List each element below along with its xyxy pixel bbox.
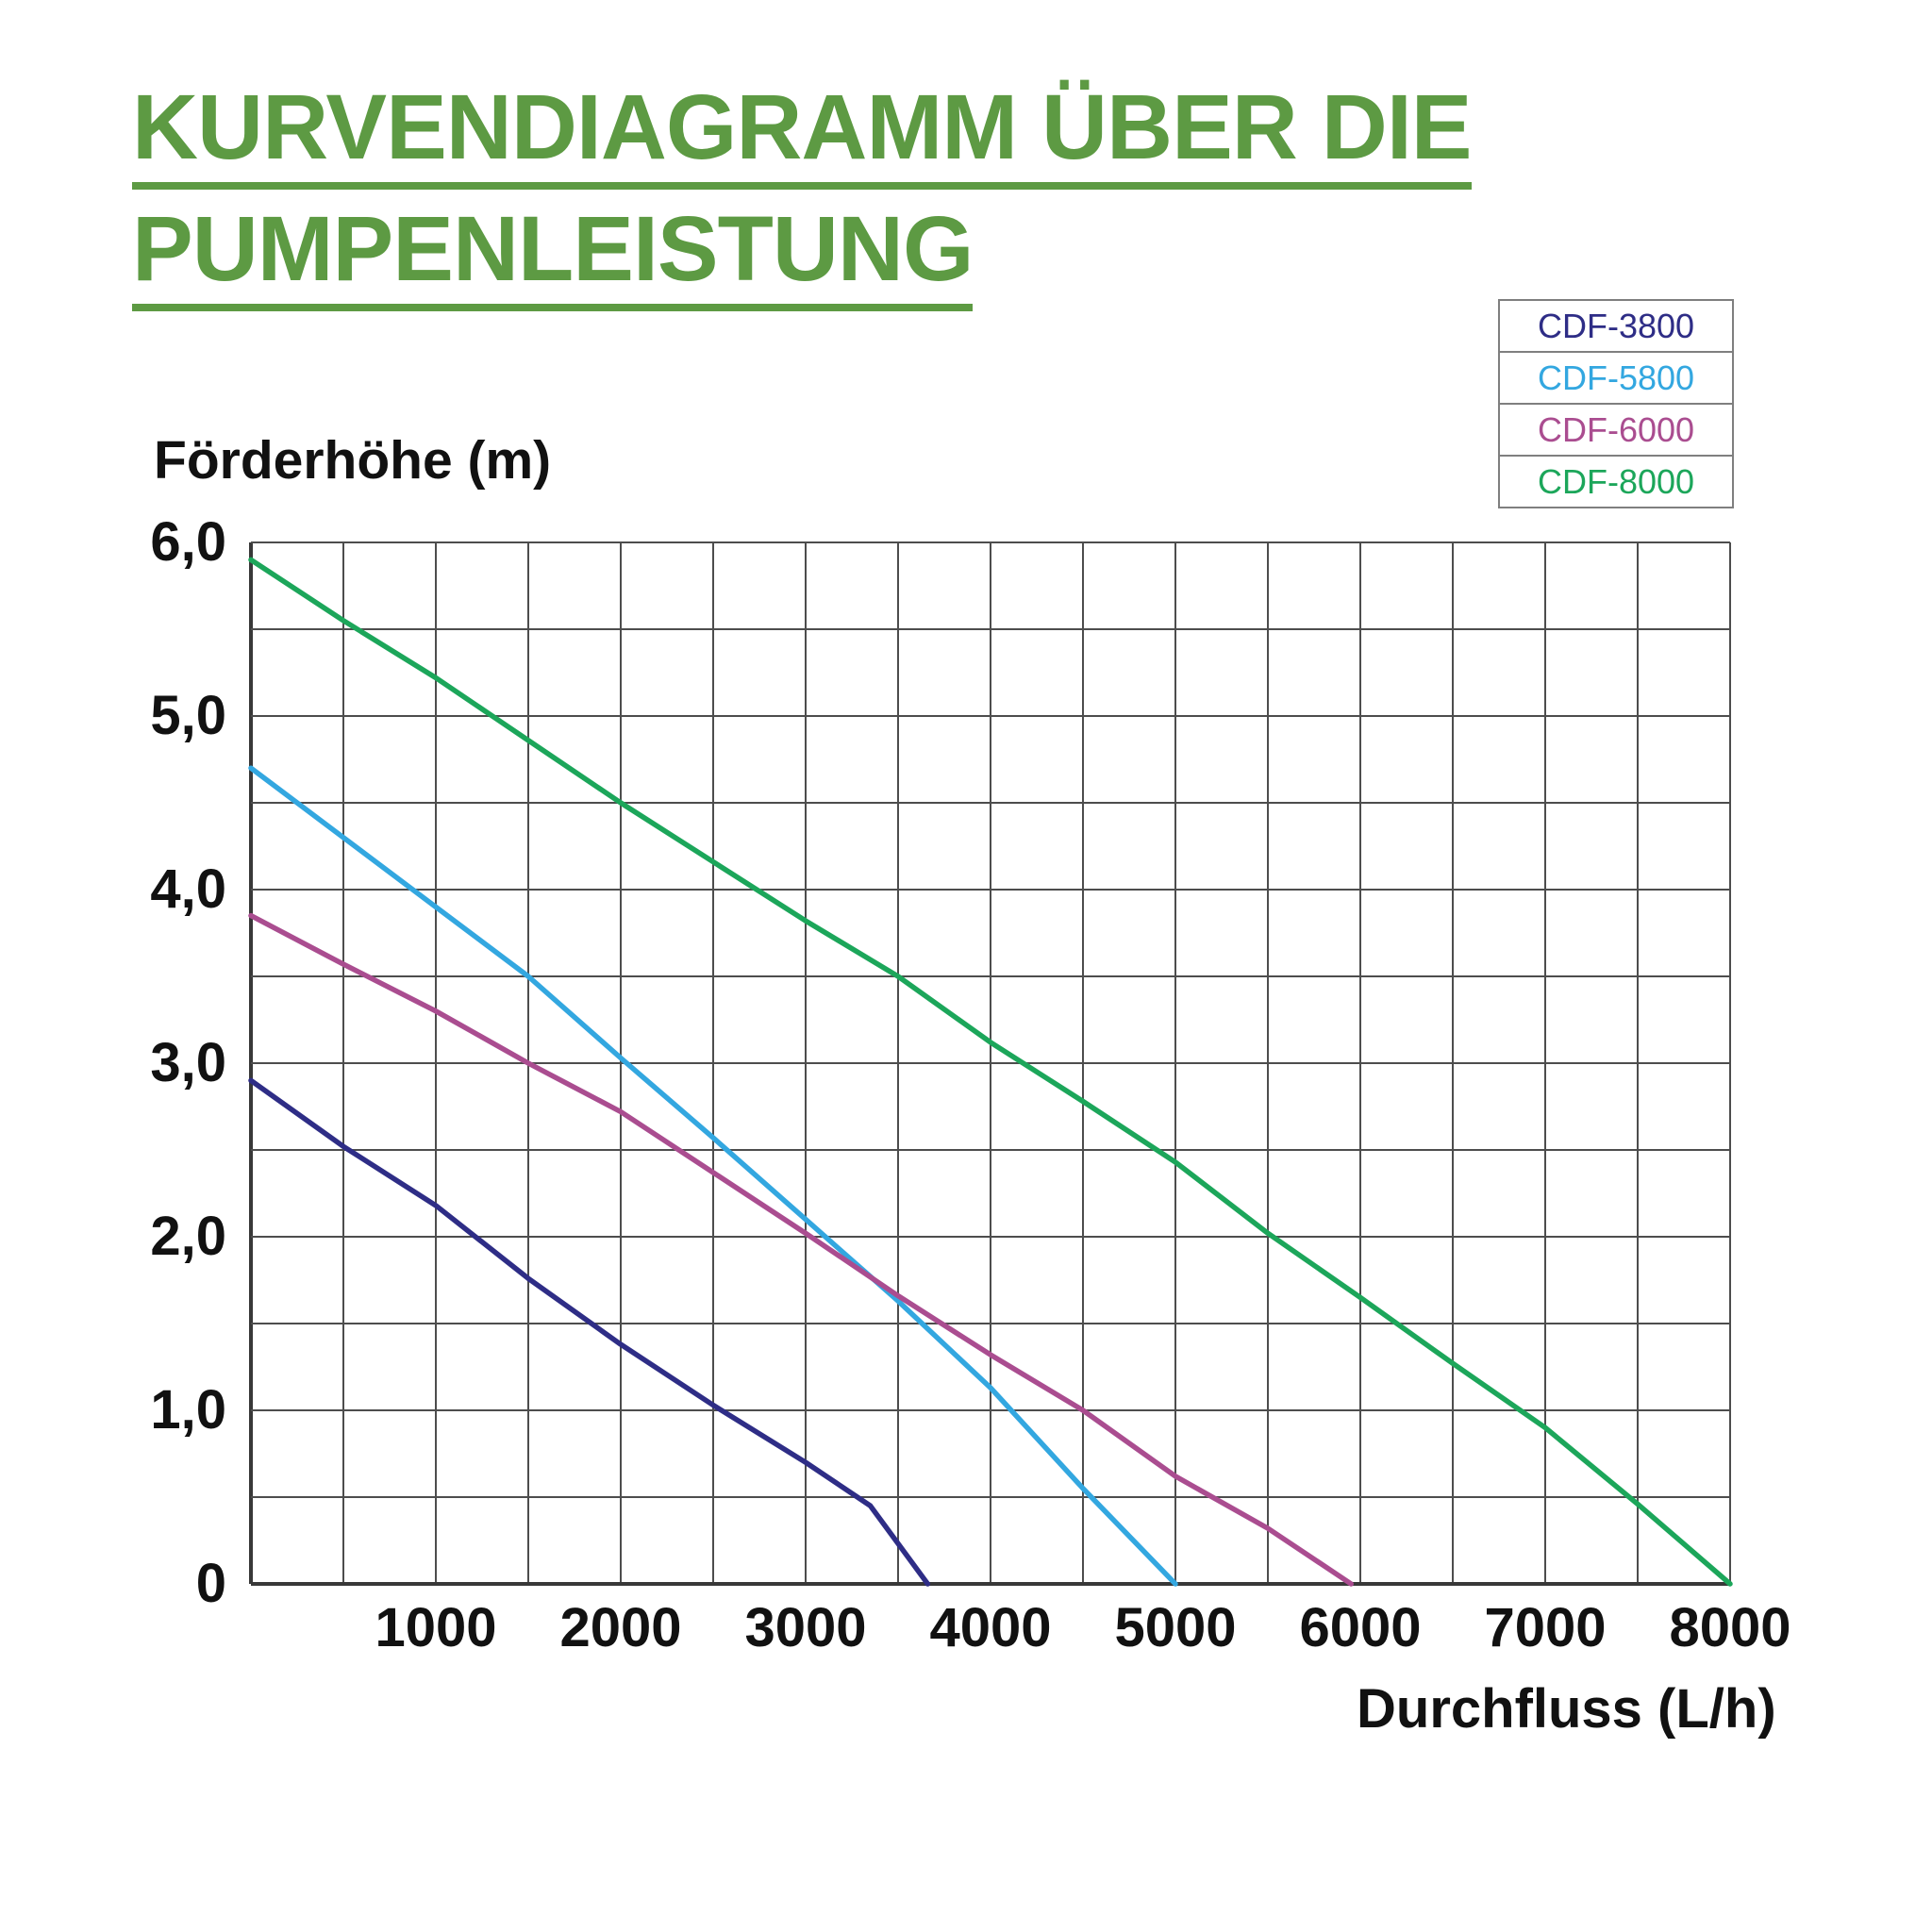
page-title-line2: PUMPENLEISTUNG xyxy=(132,203,974,311)
x-tick-label-2000: 2000 xyxy=(559,1597,682,1658)
x-tick-label-4000: 4000 xyxy=(929,1597,1052,1658)
x-tick-label-5000: 5000 xyxy=(1114,1597,1237,1658)
x-tick-label-1000: 1000 xyxy=(375,1597,497,1658)
plot-area xyxy=(248,541,1733,1587)
legend-item-cdf-3800: CDF-3800 xyxy=(1537,306,1695,345)
y-tick-label-3: 3,0 xyxy=(150,1032,226,1093)
legend-item-cdf-6000: CDF-6000 xyxy=(1500,403,1732,455)
y-tick-label-1: 1,0 xyxy=(150,1379,226,1441)
y-tick-label-0: 0 xyxy=(195,1553,226,1614)
y-tick-label-2: 2,0 xyxy=(150,1206,226,1267)
y-tick-label-5: 5,0 xyxy=(150,685,226,746)
x-tick-label-6000: 6000 xyxy=(1299,1597,1422,1658)
page-title: KURVENDIAGRAMM ÜBER DIE PUMPENLEISTUNG xyxy=(132,81,1472,325)
curve-cdf-6000 xyxy=(248,912,1354,1587)
x-axis-title: Durchfluss (L/h) xyxy=(1357,1678,1776,1740)
legend-item-cdf-5800: CDF-5800 xyxy=(1500,351,1732,403)
y-axis-title: Förderhöhe (m) xyxy=(154,430,552,491)
y-tick-label-6: 6,0 xyxy=(150,511,226,573)
x-tick-label-8000: 8000 xyxy=(1669,1597,1791,1658)
pump-performance-chart xyxy=(248,541,1733,1587)
y-tick-label-4: 4,0 xyxy=(150,858,226,920)
curve-cdf-3800 xyxy=(248,1077,931,1587)
legend-item-cdf-8000: CDF-8000 xyxy=(1500,455,1732,507)
curve-cdf-5800 xyxy=(248,765,1178,1587)
x-tick-label-3000: 3000 xyxy=(744,1597,867,1658)
legend: CDF-3800 CDF-5800 CDF-6000 CDF-8000 xyxy=(1498,299,1734,508)
x-tick-label-7000: 7000 xyxy=(1484,1597,1607,1658)
page-title-line1: KURVENDIAGRAMM ÜBER DIE xyxy=(132,81,1472,190)
curve-cdf-8000 xyxy=(248,557,1733,1587)
